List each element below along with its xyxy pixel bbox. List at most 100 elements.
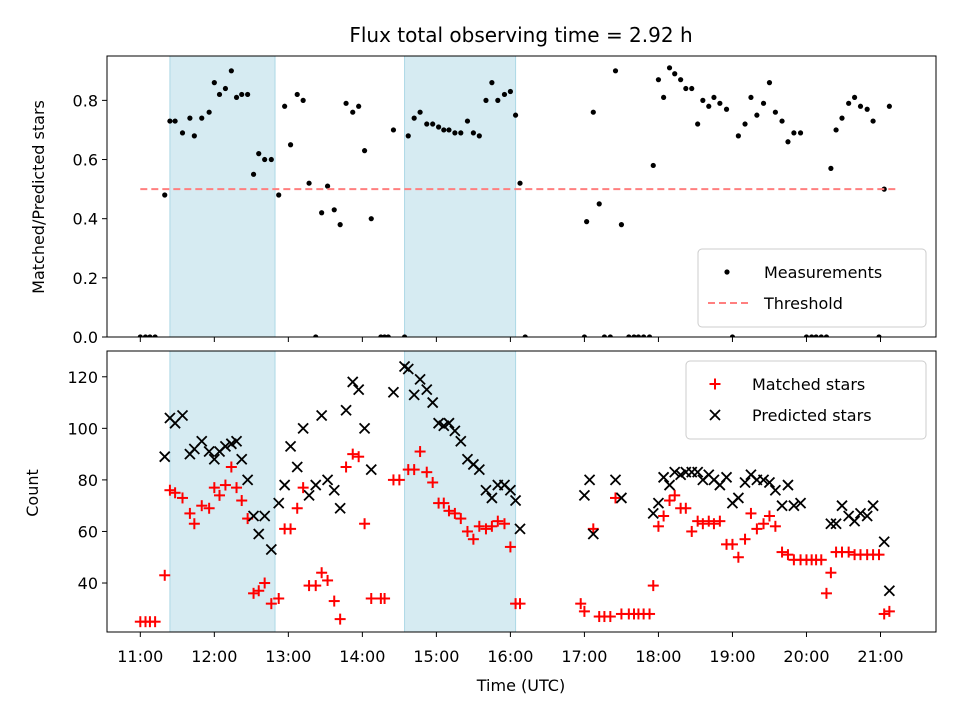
bottom-axes-frame bbox=[106, 350, 937, 633]
predicted-stars-point bbox=[587, 528, 599, 540]
measurements-point bbox=[276, 192, 282, 198]
measurements-point bbox=[483, 97, 489, 103]
measurements-point bbox=[152, 334, 158, 337]
matched-stars-point bbox=[455, 513, 467, 525]
measurements-point bbox=[754, 112, 760, 118]
measurements-point bbox=[672, 71, 678, 77]
legend-label: Measurements bbox=[764, 263, 882, 282]
predicted-stars-point bbox=[203, 445, 215, 458]
predicted-stars-point bbox=[486, 492, 498, 504]
predicted-stars-point bbox=[347, 376, 359, 388]
matched-stars-point bbox=[438, 497, 450, 509]
matched-stars-point bbox=[604, 611, 616, 623]
matched-stars-point bbox=[214, 489, 226, 501]
measurements-point bbox=[809, 334, 815, 337]
measurements-point bbox=[828, 165, 834, 171]
measurements-point bbox=[689, 85, 695, 92]
top-y-tick-label: 0.8 bbox=[73, 91, 98, 110]
measurements-point bbox=[846, 100, 852, 106]
predicted-stars-point bbox=[259, 510, 271, 522]
measurements-point bbox=[601, 334, 607, 337]
predicted-stars-point bbox=[241, 474, 254, 486]
x-tick-label: 17:00 bbox=[561, 647, 607, 666]
measurements-point bbox=[424, 121, 430, 127]
predicted-stars-point bbox=[769, 484, 782, 496]
measurements-point bbox=[162, 192, 168, 198]
measurements-point bbox=[430, 121, 436, 127]
matched-stars-point bbox=[726, 538, 738, 550]
matched-stars-point bbox=[208, 482, 220, 494]
measurements-point bbox=[331, 207, 337, 213]
predicted-stars-point bbox=[867, 500, 879, 512]
measurements-point bbox=[343, 100, 349, 106]
matched-stars-point bbox=[449, 507, 461, 519]
matched-stars-point bbox=[421, 466, 433, 478]
matched-stars-point bbox=[265, 598, 277, 610]
measurements-point bbox=[411, 115, 417, 121]
matched-stars-point bbox=[184, 507, 196, 519]
matched-stars-point bbox=[514, 598, 526, 610]
measurements-point bbox=[262, 156, 268, 163]
matched-stars-point bbox=[253, 585, 265, 597]
measurements-point bbox=[779, 118, 785, 124]
matched-stars-point bbox=[359, 518, 371, 530]
measurements-point bbox=[813, 334, 819, 337]
predicted-stars-point bbox=[408, 389, 420, 401]
measurements-point bbox=[512, 112, 519, 118]
matched-stars-point bbox=[578, 605, 590, 617]
matched-stars-point bbox=[297, 482, 309, 494]
matched-stars-point bbox=[815, 554, 827, 566]
matched-stars-point bbox=[285, 523, 297, 535]
top-y-axis-label: Matched/Predicted stars bbox=[29, 100, 48, 294]
matched-stars-point bbox=[763, 510, 775, 522]
matched-stars-point bbox=[873, 549, 885, 561]
matched-stars-point bbox=[820, 587, 832, 599]
measurements-point bbox=[191, 133, 197, 139]
matched-stars-point bbox=[664, 495, 676, 507]
matched-stars-point bbox=[732, 551, 744, 563]
matched-stars-point bbox=[843, 546, 855, 558]
measurements-point bbox=[206, 109, 212, 115]
matched-stars-point bbox=[328, 595, 340, 607]
measurements-point bbox=[666, 65, 673, 71]
legend-label: Predicted stars bbox=[752, 406, 872, 425]
measurements-point bbox=[772, 109, 778, 115]
bottom-plot-area bbox=[134, 360, 896, 628]
predicted-stars-point bbox=[449, 425, 461, 437]
predicted-stars-point bbox=[473, 463, 485, 476]
measurements-point bbox=[300, 97, 306, 103]
predicted-stars-point bbox=[365, 463, 377, 476]
measurements-point bbox=[405, 133, 411, 139]
measurements-point bbox=[187, 115, 193, 121]
measurements-point bbox=[337, 222, 343, 228]
measurements-point bbox=[650, 162, 656, 169]
predicted-stars-point bbox=[720, 471, 733, 483]
predicted-stars-point bbox=[321, 474, 334, 486]
predicted-stars-point bbox=[340, 404, 352, 416]
matched-stars-point bbox=[739, 533, 751, 545]
measurements-point bbox=[839, 115, 845, 121]
predicted-stars-point bbox=[509, 494, 522, 507]
bottom-y-tick-label: 40 bbox=[78, 574, 98, 593]
matched-stars-point bbox=[652, 520, 664, 532]
matched-stars-point bbox=[680, 502, 692, 514]
predicted-stars-point bbox=[609, 474, 622, 486]
measurements-point bbox=[239, 91, 245, 98]
measurements-point bbox=[641, 334, 647, 337]
measurements-point bbox=[306, 180, 312, 186]
matched-stars-point bbox=[486, 520, 498, 532]
measurements-point bbox=[361, 148, 368, 154]
measurements-point bbox=[356, 103, 362, 109]
matched-stars-point bbox=[347, 448, 359, 460]
bottom-y-tick-label: 120 bbox=[67, 368, 98, 387]
measurements-point bbox=[385, 334, 391, 337]
matched-stars-point bbox=[334, 613, 346, 625]
predicted-stars-point bbox=[353, 384, 365, 396]
measurements-point bbox=[886, 103, 892, 109]
measurements-point bbox=[172, 118, 178, 124]
predicted-stars-point bbox=[230, 435, 243, 447]
measurements-point bbox=[857, 103, 864, 109]
predicted-stars-point bbox=[504, 484, 517, 496]
measurements-point bbox=[612, 68, 619, 74]
